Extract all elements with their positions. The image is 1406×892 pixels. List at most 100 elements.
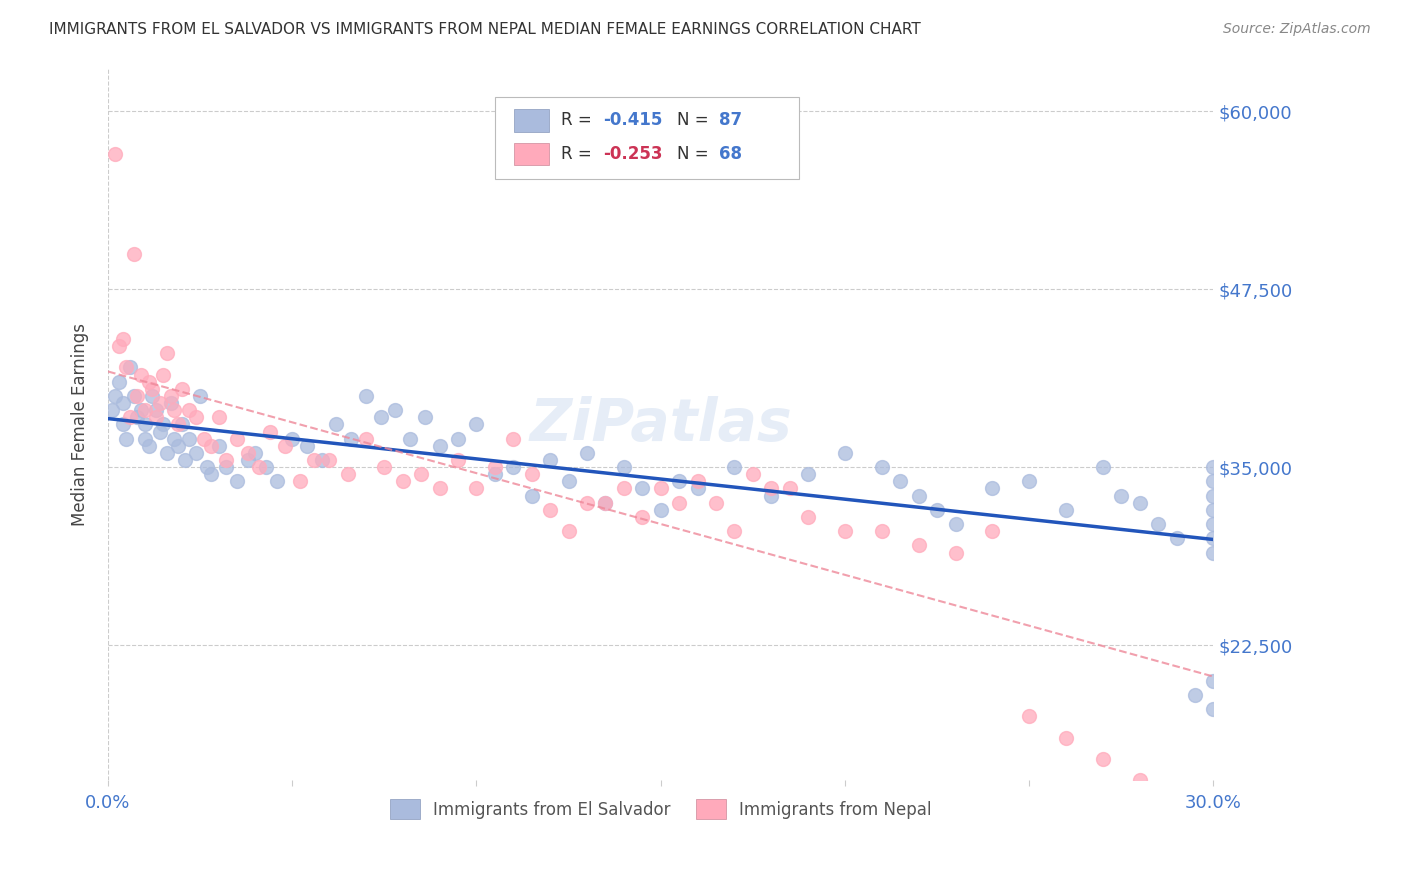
Point	[927, 503, 949, 517]
Point	[761, 482, 783, 496]
Point	[141, 382, 163, 396]
Point	[538, 503, 561, 517]
Point	[167, 417, 190, 432]
Point	[311, 453, 333, 467]
Point	[120, 360, 142, 375]
Text: -0.415: -0.415	[603, 112, 662, 129]
Point	[127, 389, 149, 403]
Point	[141, 389, 163, 403]
Point	[152, 417, 174, 432]
Point	[413, 410, 436, 425]
Point	[215, 460, 238, 475]
Point	[1202, 545, 1225, 559]
Point	[834, 524, 856, 538]
Point	[108, 375, 131, 389]
Point	[108, 339, 131, 353]
Point	[120, 410, 142, 425]
Text: R =: R =	[561, 145, 598, 163]
FancyBboxPatch shape	[513, 109, 550, 132]
Point	[761, 489, 783, 503]
Point	[177, 432, 200, 446]
Point	[170, 417, 193, 432]
Point	[484, 460, 506, 475]
Point	[1202, 475, 1225, 489]
Point	[148, 396, 170, 410]
Point	[1202, 517, 1225, 532]
Text: R =: R =	[561, 112, 598, 129]
Point	[1147, 517, 1170, 532]
Point	[186, 446, 208, 460]
Point	[1202, 460, 1225, 475]
Point	[134, 432, 156, 446]
Point	[907, 489, 929, 503]
Point	[650, 482, 672, 496]
Point	[1091, 460, 1114, 475]
Point	[1018, 709, 1040, 723]
Point	[429, 482, 451, 496]
Point	[122, 389, 145, 403]
Point	[1202, 531, 1225, 545]
Point	[167, 439, 190, 453]
Point	[145, 403, 167, 417]
Point	[354, 389, 377, 403]
Point	[465, 482, 488, 496]
Point	[889, 475, 911, 489]
Point	[156, 446, 179, 460]
Point	[188, 389, 211, 403]
Text: N =: N =	[678, 112, 714, 129]
Point	[1202, 673, 1225, 688]
Point	[127, 410, 149, 425]
Point	[274, 439, 297, 453]
Point	[1111, 489, 1133, 503]
Point	[122, 246, 145, 260]
Point	[834, 446, 856, 460]
Point	[595, 496, 617, 510]
Point	[111, 417, 134, 432]
Point	[138, 439, 160, 453]
Point	[325, 417, 347, 432]
Point	[256, 460, 278, 475]
Point	[668, 475, 690, 489]
Point	[741, 467, 763, 482]
Point	[174, 453, 197, 467]
Point	[104, 147, 127, 161]
Point	[207, 439, 229, 453]
Y-axis label: Median Female Earnings: Median Female Earnings	[72, 323, 89, 526]
Point	[1091, 752, 1114, 766]
Point	[148, 425, 170, 439]
Point	[1202, 702, 1225, 716]
Point	[538, 453, 561, 467]
Point	[1166, 531, 1188, 545]
Point	[447, 453, 470, 467]
Point	[226, 432, 249, 446]
Point	[945, 517, 967, 532]
Point	[170, 382, 193, 396]
Point	[295, 439, 318, 453]
Point	[465, 417, 488, 432]
Legend: Immigrants from El Salvador, Immigrants from Nepal: Immigrants from El Salvador, Immigrants …	[384, 793, 938, 825]
Point	[236, 453, 259, 467]
FancyBboxPatch shape	[495, 97, 799, 178]
Point	[100, 403, 122, 417]
Point	[613, 482, 636, 496]
Point	[613, 460, 636, 475]
Point	[520, 467, 543, 482]
Text: 68: 68	[720, 145, 742, 163]
Text: ZiPatlas: ZiPatlas	[529, 396, 792, 453]
Point	[336, 467, 359, 482]
Point	[981, 482, 1004, 496]
Point	[163, 432, 186, 446]
Point	[197, 460, 219, 475]
Point	[595, 496, 617, 510]
Point	[115, 432, 138, 446]
Point	[576, 496, 599, 510]
Point	[200, 467, 222, 482]
Point	[134, 417, 156, 432]
Point	[373, 460, 395, 475]
Point	[236, 446, 259, 460]
Point	[1054, 731, 1077, 745]
Point	[266, 475, 288, 489]
FancyBboxPatch shape	[513, 143, 550, 165]
Point	[797, 510, 820, 524]
Point	[1202, 489, 1225, 503]
